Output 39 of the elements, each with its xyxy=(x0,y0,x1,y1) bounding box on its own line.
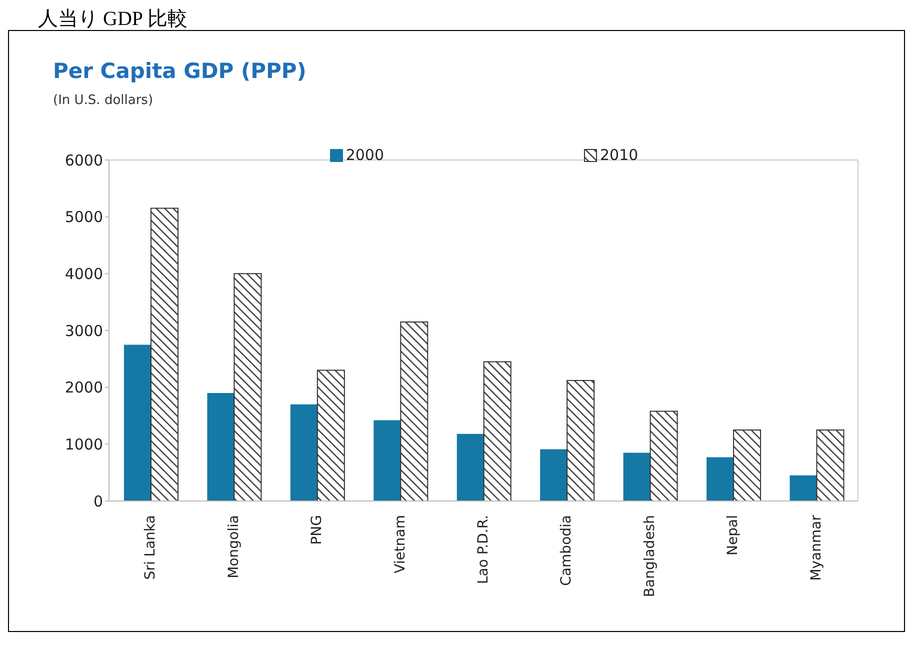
bar xyxy=(566,380,595,501)
x-tick-label: Lao P.D.R. xyxy=(476,515,492,584)
y-tick-label: 1000 xyxy=(64,435,103,454)
bar xyxy=(316,370,345,501)
legend-label: 2010 xyxy=(599,146,638,164)
bar xyxy=(234,273,262,501)
y-tick-label: 4000 xyxy=(64,264,103,283)
bar xyxy=(483,361,512,501)
x-tick-label: Myanmar xyxy=(808,514,824,581)
bar xyxy=(790,475,817,501)
bar xyxy=(623,452,650,501)
x-tick-label: Vietnam xyxy=(392,515,408,574)
bar xyxy=(124,344,151,501)
x-tick-label: Nepal xyxy=(725,515,742,556)
x-tick-label: PNG xyxy=(309,515,326,545)
x-tick-label: Sri Lanka xyxy=(142,515,159,580)
chart-title: Per Capita GDP (PPP) xyxy=(53,59,306,83)
bar xyxy=(400,321,428,501)
y-tick-label: 0 xyxy=(93,492,103,510)
text: 人当り GDP 比較 xyxy=(38,8,188,30)
bar xyxy=(733,429,762,501)
bar xyxy=(207,393,234,501)
x-tick-label: Bangladesh xyxy=(642,515,658,598)
bar xyxy=(456,434,484,501)
bar xyxy=(816,429,844,501)
bar xyxy=(150,208,178,501)
bar xyxy=(540,449,568,501)
bar xyxy=(650,410,678,501)
bar xyxy=(374,420,401,501)
legend-label: 2000 xyxy=(344,146,384,164)
chart-subtitle: (In U.S. dollars) xyxy=(53,93,154,108)
y-tick-label: 5000 xyxy=(64,208,103,226)
bar xyxy=(290,404,318,501)
x-tick-label: Mongolia xyxy=(226,515,242,578)
x-tick-label: Cambodia xyxy=(558,515,575,586)
y-tick-label: 6000 xyxy=(64,151,103,170)
y-tick-label: 3000 xyxy=(64,322,103,340)
bar xyxy=(706,457,734,501)
y-tick-label: 2000 xyxy=(64,378,103,397)
